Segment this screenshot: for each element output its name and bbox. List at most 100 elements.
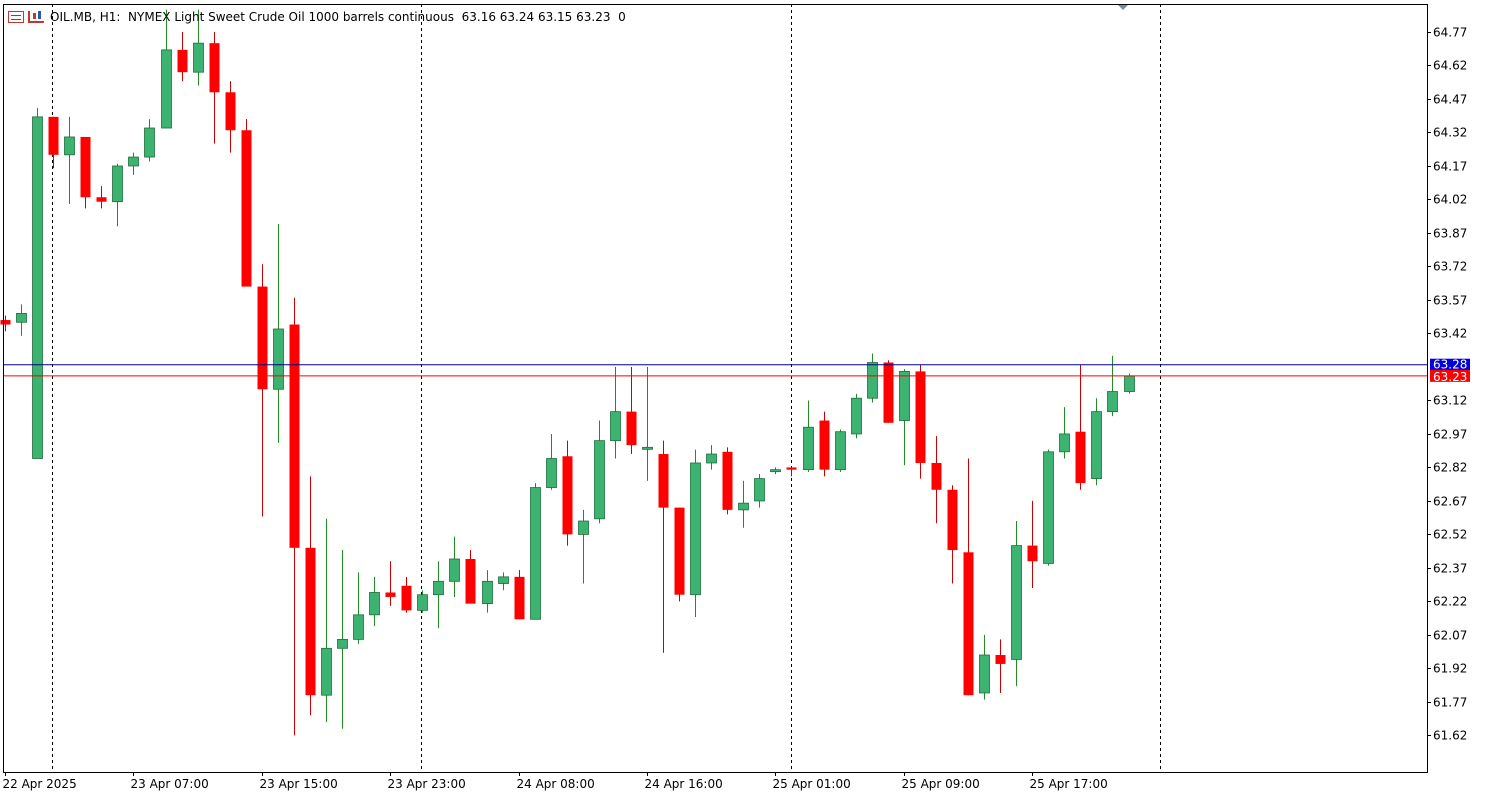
- candle-body: [963, 552, 974, 696]
- candle-body: [128, 156, 139, 167]
- price-tick-label: 64.47: [1433, 93, 1467, 107]
- candle-body: [514, 576, 525, 620]
- candle: [674, 507, 685, 602]
- time-tick-label: 25 Apr 01:00: [773, 777, 851, 791]
- candle-body: [867, 362, 878, 399]
- candle: [658, 440, 669, 653]
- market-watch-icon[interactable]: [8, 11, 24, 23]
- ask-price-marker: [1430, 358, 1470, 371]
- candle: [819, 411, 830, 477]
- candle: [610, 366, 621, 459]
- price-axis[interactable]: 64.77 64.62 64.47 64.32 64.17 64.02 63.87 63.72…: [1427, 26, 1467, 743]
- chart-type-icon[interactable]: [28, 11, 44, 23]
- candle-body: [883, 362, 894, 423]
- candle-body: [899, 371, 910, 421]
- candle: [161, 9, 172, 129]
- candle-body: [337, 638, 348, 649]
- candle-body: [738, 502, 749, 511]
- candle: [257, 264, 268, 517]
- time-axis[interactable]: 22 Apr 2025 23 Apr 07:00 23 Apr 15:00 23 Ap…: [3, 772, 1108, 791]
- candle-body: [530, 487, 541, 620]
- price-tick-label: 61.92: [1433, 662, 1467, 676]
- candle: [979, 634, 990, 700]
- price-tick-label: 64.32: [1433, 126, 1467, 140]
- candle: [112, 163, 123, 227]
- bid-price-label: 63.23: [1433, 370, 1467, 384]
- price-lines: [3, 364, 1427, 377]
- candle: [867, 353, 878, 403]
- candle: [530, 483, 541, 620]
- candle: [498, 572, 509, 591]
- candle: [289, 297, 300, 736]
- candle-body: [1075, 431, 1086, 484]
- candle: [1011, 521, 1022, 687]
- candle: [835, 429, 846, 472]
- candle-body: [16, 312, 27, 323]
- candle-body: [995, 655, 1006, 664]
- candle: [786, 467, 797, 477]
- candle-body: [64, 136, 75, 156]
- candle-body: [401, 585, 412, 611]
- candle: [465, 550, 476, 604]
- ohlc-values: 63.16 63.24 63.15 63.23: [461, 10, 611, 24]
- price-tick-label: 62.82: [1433, 461, 1467, 475]
- day-separator-grid: [52, 4, 1161, 772]
- candle-body: [0, 320, 11, 325]
- candle-body: [1027, 545, 1038, 562]
- candle: [706, 445, 717, 470]
- candle: [514, 570, 525, 620]
- time-tick-label: 24 Apr 16:00: [645, 777, 723, 791]
- candle: [594, 420, 605, 524]
- candle-body: [1011, 545, 1022, 660]
- candle-body: [819, 420, 830, 470]
- candle-body: [835, 431, 846, 471]
- candle: [305, 476, 316, 716]
- candle-body: [321, 647, 332, 696]
- candle: [1091, 398, 1102, 486]
- candle: [48, 116, 59, 169]
- candle-body: [433, 580, 444, 596]
- candle: [899, 369, 910, 466]
- candle-body: [417, 594, 428, 611]
- price-tick-label: 63.87: [1433, 227, 1467, 241]
- candle-body: [674, 507, 685, 595]
- candle: [851, 393, 862, 439]
- candle-body: [690, 462, 701, 596]
- candle: [546, 433, 557, 490]
- candle: [754, 474, 765, 508]
- symbol-description: NYMEX Light Sweet Crude Oil 1000 barrels…: [128, 10, 454, 24]
- candle-body: [80, 136, 91, 198]
- candle: [642, 366, 653, 481]
- candle-body: [851, 397, 862, 435]
- candle: [915, 364, 926, 479]
- candle: [353, 572, 364, 644]
- plot-border: [3, 4, 1428, 773]
- candle-body: [209, 43, 220, 93]
- candle: [931, 436, 942, 524]
- candle-body: [1059, 433, 1070, 453]
- candle: [225, 81, 236, 153]
- price-tick-label: 63.42: [1433, 327, 1467, 341]
- candle: [128, 152, 139, 175]
- candle-body: [754, 478, 765, 502]
- candle-body: [626, 411, 637, 446]
- candle-body: [1091, 411, 1102, 479]
- candle-body: [979, 654, 990, 694]
- candle: [369, 576, 380, 626]
- candle: [401, 576, 412, 613]
- candle-body: [915, 371, 926, 463]
- chart-frame: [3, 4, 1428, 773]
- price-tick-label: 64.77: [1433, 26, 1467, 40]
- candle-body: [48, 116, 59, 155]
- candle: [80, 136, 91, 209]
- candle-body: [289, 324, 300, 548]
- time-tick-label: 23 Apr 07:00: [131, 777, 209, 791]
- candle: [738, 480, 749, 528]
- time-tick-label: 22 Apr 2025: [3, 777, 77, 791]
- candle-body: [353, 614, 364, 640]
- ask-price-label: 63.28: [1433, 358, 1467, 372]
- candle-body: [658, 454, 669, 508]
- price-tick-label: 62.37: [1433, 562, 1467, 576]
- candle-body: [931, 462, 942, 490]
